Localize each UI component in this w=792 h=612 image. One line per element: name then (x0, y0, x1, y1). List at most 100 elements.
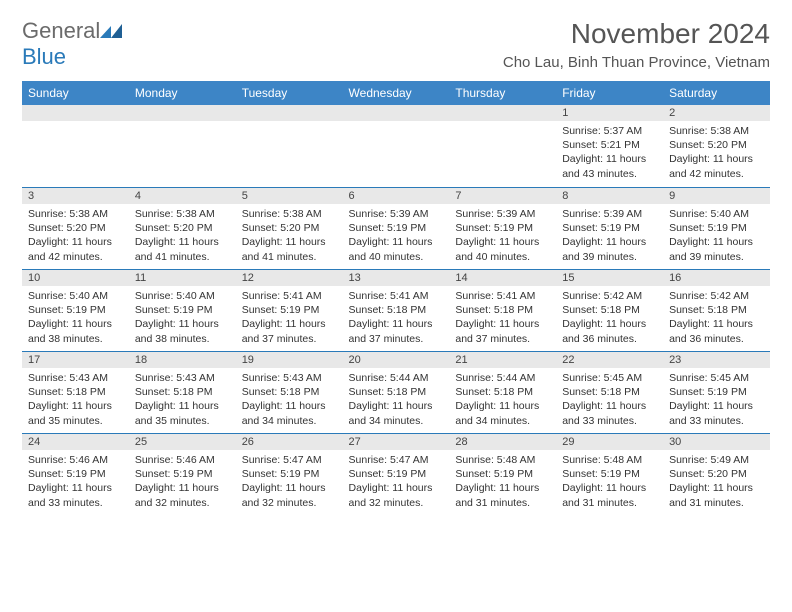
day-number: 21 (449, 351, 556, 368)
daylight-line: Daylight: 11 hours and 38 minutes. (28, 317, 123, 345)
day-details: Sunrise: 5:45 AMSunset: 5:18 PMDaylight:… (556, 368, 663, 431)
day-details: Sunrise: 5:48 AMSunset: 5:19 PMDaylight:… (449, 450, 556, 513)
day-number: 18 (129, 351, 236, 368)
daylight-line: Daylight: 11 hours and 35 minutes. (28, 399, 123, 427)
day-details: Sunrise: 5:41 AMSunset: 5:19 PMDaylight:… (236, 286, 343, 349)
weekday-header: Sunday (22, 81, 129, 105)
sunrise-line: Sunrise: 5:47 AM (349, 453, 444, 467)
daylight-line: Daylight: 11 hours and 31 minutes. (562, 481, 657, 509)
daylight-line: Daylight: 11 hours and 33 minutes. (562, 399, 657, 427)
daylight-line: Daylight: 11 hours and 36 minutes. (669, 317, 764, 345)
sunset-line: Sunset: 5:18 PM (135, 385, 230, 399)
day-number: 29 (556, 433, 663, 450)
day-number: 22 (556, 351, 663, 368)
day-details: Sunrise: 5:46 AMSunset: 5:19 PMDaylight:… (129, 450, 236, 513)
sunset-line: Sunset: 5:20 PM (242, 221, 337, 235)
day-details: Sunrise: 5:42 AMSunset: 5:18 PMDaylight:… (663, 286, 770, 349)
sunrise-line: Sunrise: 5:46 AM (135, 453, 230, 467)
day-details: Sunrise: 5:44 AMSunset: 5:18 PMDaylight:… (449, 368, 556, 431)
sunrise-line: Sunrise: 5:37 AM (562, 124, 657, 138)
calendar-cell: 16Sunrise: 5:42 AMSunset: 5:18 PMDayligh… (663, 269, 770, 351)
sunrise-line: Sunrise: 5:45 AM (669, 371, 764, 385)
sunrise-line: Sunrise: 5:45 AM (562, 371, 657, 385)
day-number (449, 105, 556, 121)
day-number (343, 105, 450, 121)
sunset-line: Sunset: 5:18 PM (349, 303, 444, 317)
daylight-line: Daylight: 11 hours and 42 minutes. (669, 152, 764, 180)
daylight-line: Daylight: 11 hours and 37 minutes. (349, 317, 444, 345)
day-details: Sunrise: 5:38 AMSunset: 5:20 PMDaylight:… (22, 204, 129, 267)
brand-logo: General Blue (22, 18, 122, 70)
sunrise-line: Sunrise: 5:46 AM (28, 453, 123, 467)
weekday-header: Saturday (663, 81, 770, 105)
sunset-line: Sunset: 5:19 PM (455, 467, 550, 481)
day-number: 15 (556, 269, 663, 286)
calendar-cell: 23Sunrise: 5:45 AMSunset: 5:19 PMDayligh… (663, 351, 770, 433)
calendar-cell: 29Sunrise: 5:48 AMSunset: 5:19 PMDayligh… (556, 433, 663, 515)
weekday-header: Thursday (449, 81, 556, 105)
sunrise-line: Sunrise: 5:44 AM (455, 371, 550, 385)
calendar-cell (343, 105, 450, 187)
daylight-line: Daylight: 11 hours and 41 minutes. (135, 235, 230, 263)
day-details: Sunrise: 5:38 AMSunset: 5:20 PMDaylight:… (663, 121, 770, 184)
calendar-cell: 17Sunrise: 5:43 AMSunset: 5:18 PMDayligh… (22, 351, 129, 433)
daylight-line: Daylight: 11 hours and 32 minutes. (349, 481, 444, 509)
calendar-cell: 30Sunrise: 5:49 AMSunset: 5:20 PMDayligh… (663, 433, 770, 515)
logo-icon (100, 18, 122, 43)
sunrise-line: Sunrise: 5:39 AM (349, 207, 444, 221)
day-details: Sunrise: 5:47 AMSunset: 5:19 PMDaylight:… (236, 450, 343, 513)
day-number: 16 (663, 269, 770, 286)
daylight-line: Daylight: 11 hours and 39 minutes. (669, 235, 764, 263)
day-details: Sunrise: 5:41 AMSunset: 5:18 PMDaylight:… (449, 286, 556, 349)
sunset-line: Sunset: 5:19 PM (562, 467, 657, 481)
daylight-line: Daylight: 11 hours and 42 minutes. (28, 235, 123, 263)
sunset-line: Sunset: 5:19 PM (28, 467, 123, 481)
title-block: November 2024 Cho Lau, Binh Thuan Provin… (503, 18, 770, 71)
sunrise-line: Sunrise: 5:38 AM (28, 207, 123, 221)
sunset-line: Sunset: 5:20 PM (669, 138, 764, 152)
sunset-line: Sunset: 5:18 PM (562, 385, 657, 399)
calendar-header-row: SundayMondayTuesdayWednesdayThursdayFrid… (22, 81, 770, 105)
calendar-week-row: 3Sunrise: 5:38 AMSunset: 5:20 PMDaylight… (22, 187, 770, 269)
calendar-cell: 18Sunrise: 5:43 AMSunset: 5:18 PMDayligh… (129, 351, 236, 433)
daylight-line: Daylight: 11 hours and 39 minutes. (562, 235, 657, 263)
calendar-cell: 21Sunrise: 5:44 AMSunset: 5:18 PMDayligh… (449, 351, 556, 433)
day-number (129, 105, 236, 121)
calendar-cell: 14Sunrise: 5:41 AMSunset: 5:18 PMDayligh… (449, 269, 556, 351)
day-number: 24 (22, 433, 129, 450)
daylight-line: Daylight: 11 hours and 43 minutes. (562, 152, 657, 180)
day-details: Sunrise: 5:38 AMSunset: 5:20 PMDaylight:… (129, 204, 236, 267)
calendar-cell: 9Sunrise: 5:40 AMSunset: 5:19 PMDaylight… (663, 187, 770, 269)
sunrise-line: Sunrise: 5:43 AM (242, 371, 337, 385)
day-number: 27 (343, 433, 450, 450)
day-number: 4 (129, 187, 236, 204)
daylight-line: Daylight: 11 hours and 32 minutes. (135, 481, 230, 509)
sunrise-line: Sunrise: 5:47 AM (242, 453, 337, 467)
day-number: 17 (22, 351, 129, 368)
day-number: 28 (449, 433, 556, 450)
day-details: Sunrise: 5:40 AMSunset: 5:19 PMDaylight:… (22, 286, 129, 349)
sunset-line: Sunset: 5:19 PM (349, 467, 444, 481)
day-number: 26 (236, 433, 343, 450)
weekday-header: Tuesday (236, 81, 343, 105)
day-number: 7 (449, 187, 556, 204)
day-number: 8 (556, 187, 663, 204)
sunrise-line: Sunrise: 5:40 AM (135, 289, 230, 303)
sunset-line: Sunset: 5:19 PM (135, 303, 230, 317)
calendar-cell: 3Sunrise: 5:38 AMSunset: 5:20 PMDaylight… (22, 187, 129, 269)
day-details: Sunrise: 5:44 AMSunset: 5:18 PMDaylight:… (343, 368, 450, 431)
calendar-cell: 20Sunrise: 5:44 AMSunset: 5:18 PMDayligh… (343, 351, 450, 433)
brand-part1: General (22, 18, 100, 43)
calendar-cell (449, 105, 556, 187)
sunset-line: Sunset: 5:19 PM (242, 467, 337, 481)
calendar-cell: 8Sunrise: 5:39 AMSunset: 5:19 PMDaylight… (556, 187, 663, 269)
day-details: Sunrise: 5:37 AMSunset: 5:21 PMDaylight:… (556, 121, 663, 184)
day-details: Sunrise: 5:41 AMSunset: 5:18 PMDaylight:… (343, 286, 450, 349)
day-details: Sunrise: 5:48 AMSunset: 5:19 PMDaylight:… (556, 450, 663, 513)
daylight-line: Daylight: 11 hours and 37 minutes. (455, 317, 550, 345)
sunrise-line: Sunrise: 5:38 AM (135, 207, 230, 221)
day-number: 11 (129, 269, 236, 286)
day-number: 10 (22, 269, 129, 286)
sunset-line: Sunset: 5:19 PM (349, 221, 444, 235)
day-number: 1 (556, 105, 663, 121)
